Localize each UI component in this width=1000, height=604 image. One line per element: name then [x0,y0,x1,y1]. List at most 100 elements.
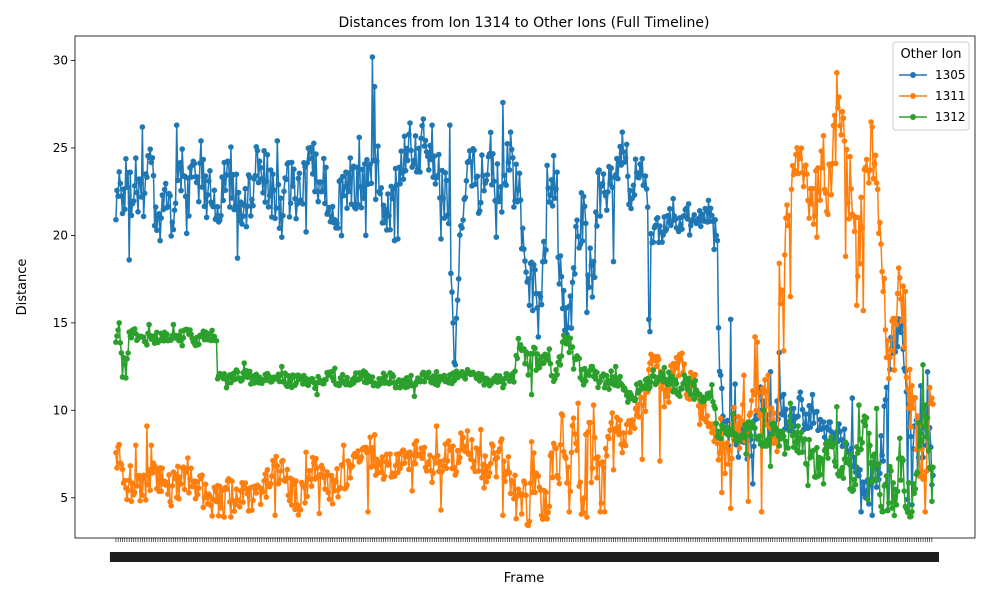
data-point [159,192,166,198]
data-point [545,509,551,516]
data-point [834,404,840,410]
data-point [259,175,265,182]
data-point [137,180,143,186]
data-point [672,365,679,371]
data-point [550,152,557,159]
data-point [882,327,889,333]
data-point [491,450,497,456]
data-point [637,161,643,167]
data-point [776,260,783,267]
data-point [340,192,347,199]
data-point [125,487,131,494]
data-point [567,293,574,300]
data-point [408,452,414,458]
data-point [433,423,440,429]
data-point [709,429,715,436]
data-point [356,134,363,141]
data-point [898,329,904,336]
data-point [923,434,930,440]
data-point [118,193,125,199]
data-point [303,229,309,235]
data-point [238,488,244,494]
data-point [344,205,350,211]
data-point [566,349,572,356]
data-point [585,272,591,279]
data-point [900,457,906,464]
data-point [733,431,739,438]
data-point [178,187,184,194]
data-point [206,178,212,184]
data-point [219,174,225,180]
data-point [114,333,120,339]
data-point [596,167,602,173]
data-point [901,344,907,351]
data-point [615,175,621,182]
data-point [656,356,662,363]
data-point [249,507,255,513]
data-point [464,428,471,434]
data-point [168,337,174,343]
data-point [311,460,317,466]
data-point [200,504,207,511]
data-point [276,225,283,231]
data-point [909,383,915,389]
data-point [912,486,919,492]
data-point [604,373,610,379]
data-point [483,479,490,485]
data-point [657,223,663,229]
data-point [244,491,251,497]
data-point [558,273,565,280]
data-point [591,274,598,281]
data-point [164,479,170,486]
data-point [792,439,798,446]
data-point [873,484,880,491]
data-point [344,374,350,381]
data-point [412,133,419,139]
data-point [808,405,815,412]
data-point [599,459,606,465]
data-point [841,426,848,432]
legend-title: Other Ion [900,47,961,62]
legend-label: 1305 [935,68,966,82]
data-point [481,187,487,194]
data-point [515,335,522,342]
data-point [856,402,862,408]
data-point [619,449,626,456]
data-point [733,422,739,428]
data-point [430,373,437,379]
data-point [572,271,578,277]
data-point [209,513,215,519]
data-point [476,450,483,457]
data-point [712,405,718,412]
data-point [698,411,704,417]
data-point [125,350,131,356]
data-point [309,171,316,177]
data-point [134,483,140,489]
data-point [233,171,240,178]
data-point [152,204,159,210]
data-point [549,203,556,209]
data-point [392,462,399,469]
data-point [600,464,607,471]
data-point [141,190,148,197]
data-point [822,190,829,196]
data-point [569,422,576,429]
data-point [801,436,808,442]
data-point [170,226,177,233]
data-point [804,461,810,468]
data-point [847,153,853,160]
data-point [594,223,600,229]
data-point [800,183,807,190]
data-point [628,205,634,212]
data-point [583,220,589,227]
data-point [638,394,644,401]
data-point [623,141,630,148]
data-point [147,146,153,152]
data-point [806,215,812,221]
data-point [764,388,770,395]
data-point [707,393,714,399]
legend-box [892,41,970,131]
data-point [557,442,564,448]
data-point [580,193,587,200]
y-tick-label: 30 [53,53,68,67]
